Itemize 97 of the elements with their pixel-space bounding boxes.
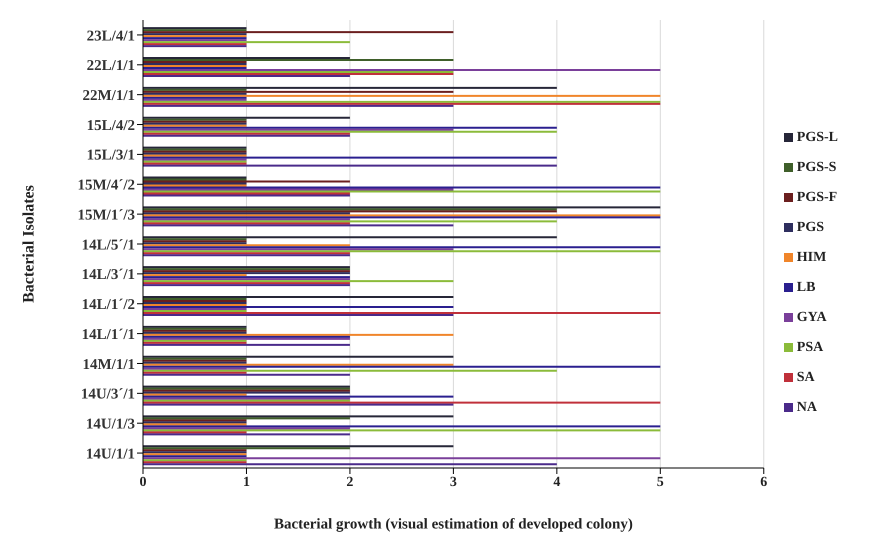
bar <box>143 457 660 460</box>
legend-label: SA <box>796 370 815 385</box>
y-axis-title: Bacterial Isolates <box>20 185 38 303</box>
bar <box>143 190 660 192</box>
bar <box>143 86 557 89</box>
bar <box>143 314 454 316</box>
bar <box>143 306 454 308</box>
bar <box>143 415 454 418</box>
bar <box>143 431 246 434</box>
bar <box>143 368 246 370</box>
legend-label: HIM <box>796 250 826 265</box>
bar <box>143 445 454 448</box>
bar <box>143 366 660 368</box>
bar <box>143 402 660 404</box>
bar <box>143 370 557 372</box>
legend-label: PGS-S <box>796 160 836 175</box>
legend-label: GYA <box>796 310 827 325</box>
bar <box>143 356 454 358</box>
bar <box>143 94 660 97</box>
y-tick-label: 15M/4´/2 <box>78 178 135 194</box>
bar <box>143 280 454 282</box>
bar <box>143 180 350 182</box>
bar <box>143 75 350 78</box>
bar <box>143 364 454 366</box>
x-tick-label: 5 <box>656 474 664 490</box>
y-tick-label: 15L/4/2 <box>86 118 135 134</box>
y-tick-label: 23L/4/1 <box>86 28 135 44</box>
bar <box>143 296 454 298</box>
y-tick-label: 14M/1/1 <box>82 356 135 373</box>
bar <box>143 417 350 420</box>
x-tick-label: 1 <box>242 474 250 490</box>
bar <box>143 246 660 248</box>
x-tick-label: 3 <box>450 474 457 490</box>
bar <box>143 92 246 95</box>
y-tick-label: 14L/1´/1 <box>82 326 135 343</box>
y-tick-label: 15L/3/1 <box>86 148 135 164</box>
y-tick-label: 14U/3´/1 <box>80 386 135 403</box>
bar <box>143 186 660 188</box>
x-tick-label: 0 <box>140 474 146 490</box>
x-tick-label: 6 <box>760 474 768 490</box>
bar <box>143 372 246 374</box>
bar <box>143 224 454 226</box>
bar <box>143 212 350 214</box>
bar <box>143 104 454 107</box>
legend-label: PSA <box>796 340 824 355</box>
bar <box>143 57 350 60</box>
y-tick-label: 14L/3´/1 <box>82 267 135 284</box>
bar <box>143 334 454 336</box>
x-tick-label: 2 <box>346 474 354 490</box>
bar <box>143 41 350 44</box>
bar <box>143 206 660 208</box>
bar <box>143 222 350 224</box>
bar <box>143 429 660 432</box>
legend-label: PGS <box>796 220 824 235</box>
y-tick-label: 14U/1/3 <box>86 416 135 433</box>
y-tick-label: 15M/1´/3 <box>78 207 135 224</box>
bar <box>143 427 350 430</box>
bar <box>143 433 350 436</box>
bar <box>143 31 454 34</box>
bar <box>143 128 454 131</box>
bar <box>143 425 660 428</box>
y-tick-label: 22M/1/1 <box>82 88 135 104</box>
y-tick-label: 22L/1/1 <box>86 58 135 74</box>
bar <box>143 88 246 91</box>
bar <box>143 59 454 62</box>
x-axis-title: Bacterial growth (visual estimation of developed colony) <box>274 516 633 533</box>
bar <box>143 394 246 396</box>
y-tick-label: 14U/1/1 <box>86 446 135 462</box>
bar <box>143 250 660 252</box>
y-tick-label: 14L/5´/1 <box>82 237 135 254</box>
bar <box>143 130 557 133</box>
x-tick-label: 4 <box>553 474 560 490</box>
legend-label: PGS-F <box>796 190 838 205</box>
legend-label: PGS-L <box>796 130 838 145</box>
y-tick-label: 14L/1´/2 <box>82 297 135 314</box>
bar <box>143 126 557 129</box>
bar <box>143 188 454 190</box>
bar <box>143 69 660 72</box>
bar <box>143 312 660 314</box>
bar <box>143 274 246 276</box>
bar <box>143 220 557 222</box>
bar <box>143 90 454 93</box>
bar <box>143 374 350 376</box>
bar <box>143 248 454 250</box>
bar <box>143 164 557 167</box>
bar <box>143 236 557 238</box>
bar <box>143 344 350 346</box>
legend-label: NA <box>796 400 817 415</box>
bar <box>143 404 454 406</box>
bar <box>143 447 350 450</box>
bar <box>143 218 350 220</box>
bar <box>143 156 557 159</box>
bar <box>143 116 350 119</box>
legend-label: LB <box>796 280 816 295</box>
bar <box>143 396 454 398</box>
bar <box>143 463 557 466</box>
bar <box>143 244 350 246</box>
